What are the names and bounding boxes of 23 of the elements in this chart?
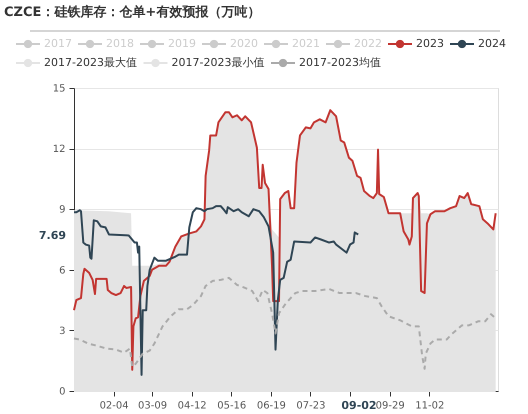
x-tick-label: 09-29 [376, 400, 405, 412]
legend-label: 2023 [416, 37, 444, 50]
chart-title: CZCE：硅铁库存：仓单+有效预报（万吨） [4, 4, 260, 20]
x-tick-label: 02-04 [100, 400, 129, 412]
y-tick-label: 15 [52, 84, 66, 94]
x-tick-label: 05-16 [217, 400, 246, 412]
x-tick-label: 06-19 [256, 400, 286, 412]
legend-label: 2024 [478, 37, 506, 50]
x-tick-label: 03-09 [138, 400, 168, 412]
text: 09-02 [341, 399, 377, 412]
y-tick-label: 0 [59, 386, 66, 398]
legend-label: 2017-2023均值 [299, 56, 381, 69]
line-series [73, 205, 360, 376]
x-tick-label: 07-23 [296, 400, 326, 412]
y-tick-label: 3 [59, 326, 66, 337]
x-tick-label: 11-02 [415, 400, 444, 412]
legend-label: 2017-2023最大值 [44, 56, 137, 69]
text: 7.69 [38, 229, 66, 242]
legend-label: 2017-2023最小值 [172, 56, 264, 69]
y-tick-label: 9 [59, 204, 66, 216]
y-tick-label: 6 [59, 265, 66, 276]
y-tick-label: 12 [52, 144, 66, 156]
x-tick-label: 04-12 [178, 400, 207, 412]
